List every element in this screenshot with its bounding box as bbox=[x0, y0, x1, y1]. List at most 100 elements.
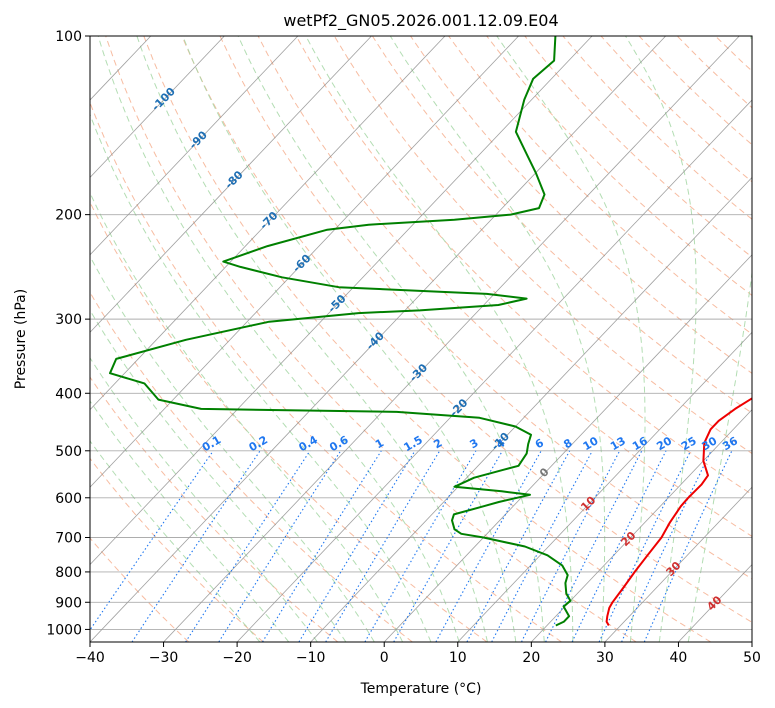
y-tick-label: 600 bbox=[55, 491, 82, 507]
isotherm-line bbox=[236, 99, 752, 642]
dry-adiabat-line bbox=[486, 36, 752, 297]
mixing-ratio-label: 6 bbox=[533, 436, 546, 451]
moist-adiabats bbox=[90, 36, 752, 642]
y-tick-label: 700 bbox=[55, 531, 82, 547]
y-tick-label: 100 bbox=[55, 29, 82, 45]
dry-adiabat-line bbox=[90, 201, 488, 642]
x-tick-label: 10 bbox=[449, 650, 467, 666]
mixing-ratio-lines bbox=[90, 450, 733, 642]
x-axis: −40 −30 −20 −10 0 10 20 30 40 50 bbox=[75, 642, 761, 666]
x-tick-label: 50 bbox=[743, 650, 761, 666]
isotherm-line bbox=[457, 331, 752, 642]
isotherm-line bbox=[90, 36, 225, 179]
y-tick-label: 400 bbox=[55, 386, 82, 402]
moist-adiabat-line bbox=[97, 36, 460, 642]
dry-adiabat-line bbox=[90, 101, 562, 642]
dry-adiabats bbox=[90, 36, 775, 642]
y-tick-label: 300 bbox=[55, 312, 82, 328]
dry-adiabat-line bbox=[410, 36, 752, 374]
chart-title: wetPf2_GN05.2026.001.12.09.E04 bbox=[283, 11, 558, 31]
isotherm-line bbox=[90, 36, 593, 566]
temperature-profile-line bbox=[605, 397, 752, 626]
dry-adiabat-line bbox=[448, 36, 752, 335]
mixing-ratio-label: 3 bbox=[468, 436, 481, 451]
mixing-ratio-line bbox=[185, 450, 311, 642]
isotherm-line bbox=[90, 36, 372, 333]
mixing-ratio-line bbox=[218, 450, 342, 642]
moist-adiabat-line bbox=[625, 36, 697, 642]
dry-adiabat-line bbox=[90, 291, 413, 642]
y-tick-label: 500 bbox=[55, 444, 82, 460]
dry-adiabat-line bbox=[219, 36, 752, 580]
isotherm-line bbox=[90, 36, 299, 256]
dry-adiabat-line bbox=[295, 36, 752, 496]
moist-adiabat-line bbox=[90, 255, 375, 642]
dry-adiabat-line bbox=[181, 36, 752, 623]
dry-adiabat-line bbox=[371, 36, 752, 414]
moist-adiabat-line bbox=[90, 357, 318, 642]
mixing-ratio-line bbox=[364, 450, 477, 642]
isotherms bbox=[0, 36, 752, 642]
x-tick-label: 40 bbox=[670, 650, 688, 666]
isotherm-line bbox=[0, 36, 4, 642]
x-tick-label: −20 bbox=[222, 650, 252, 666]
mixing-ratio-line bbox=[131, 450, 261, 642]
isotherm-line bbox=[310, 176, 752, 642]
moist-adiabat-line bbox=[305, 36, 574, 642]
dry-adiabat-line bbox=[90, 537, 190, 642]
moist-adiabat-line bbox=[90, 440, 261, 642]
isotherm-line bbox=[90, 36, 666, 642]
mixing-ratio-line bbox=[393, 450, 503, 642]
moist-adiabat-line bbox=[90, 191, 404, 642]
mixing-ratio-line bbox=[571, 450, 667, 642]
moist-adiabat-line bbox=[90, 400, 290, 642]
y-tick-label: 200 bbox=[55, 208, 82, 224]
mixing-ratio-line bbox=[90, 450, 214, 631]
mixing-ratio-label: 2 bbox=[431, 436, 444, 451]
mixing-ratio-line bbox=[643, 450, 733, 642]
dry-adiabat-line bbox=[90, 457, 264, 642]
mixing-ratio-line bbox=[298, 450, 416, 642]
dry-adiabat-line bbox=[333, 36, 752, 455]
y-tick-label: 900 bbox=[55, 595, 82, 611]
dewpoint-profile-line bbox=[109, 36, 572, 627]
x-tick-label: 30 bbox=[596, 650, 614, 666]
mixing-ratio-line bbox=[598, 450, 692, 642]
isotherm-line bbox=[604, 486, 752, 642]
moist-adiabat-line bbox=[90, 113, 432, 642]
y-axis-label: Pressure (hPa) bbox=[13, 289, 29, 389]
moist-adiabat-line bbox=[237, 36, 545, 642]
moist-adiabat-line bbox=[389, 36, 606, 642]
moist-adiabat-line bbox=[136, 36, 488, 642]
profile-series bbox=[109, 36, 752, 627]
x-tick-label: −30 bbox=[149, 650, 179, 666]
y-axis: 100 200 300 400 500 600 700 800 900 1000 bbox=[46, 29, 90, 638]
x-axis-label: Temperature (°C) bbox=[360, 681, 482, 697]
moist-adiabat-line bbox=[90, 309, 347, 642]
moist-adiabat-line bbox=[182, 36, 517, 642]
isotherm-line bbox=[531, 409, 752, 642]
isotherm-line bbox=[383, 254, 752, 642]
x-tick-label: 20 bbox=[522, 650, 540, 666]
line-labels: 0.1 0.2 0.4 0.6 1 1.5 2 3 4 6 8 10 13 16 20 25 30 36-100-… bbox=[149, 85, 740, 614]
y-tick-label: 800 bbox=[55, 565, 82, 581]
mixing-ratio-line bbox=[545, 450, 643, 642]
moist-adiabat-line bbox=[496, 36, 646, 642]
y-tick-label: 1000 bbox=[46, 622, 82, 638]
isotherm-line bbox=[751, 641, 752, 642]
mixing-ratio-line bbox=[491, 450, 593, 642]
moist-adiabat-line bbox=[687, 36, 752, 642]
isotherm-line bbox=[0, 36, 77, 642]
plot-frame bbox=[89, 35, 753, 643]
dry-adiabat-line bbox=[600, 36, 752, 183]
dry-adiabat-line bbox=[753, 36, 775, 642]
dry-adiabat-line bbox=[143, 36, 712, 642]
isotherm-line bbox=[90, 36, 519, 488]
isotherm-line bbox=[90, 36, 446, 411]
isotherm-line bbox=[163, 36, 740, 642]
x-tick-label: −40 bbox=[75, 650, 105, 666]
x-tick-label: 0 bbox=[380, 650, 389, 666]
pressure-gridlines bbox=[90, 36, 752, 630]
mixing-ratio-line bbox=[466, 450, 571, 642]
